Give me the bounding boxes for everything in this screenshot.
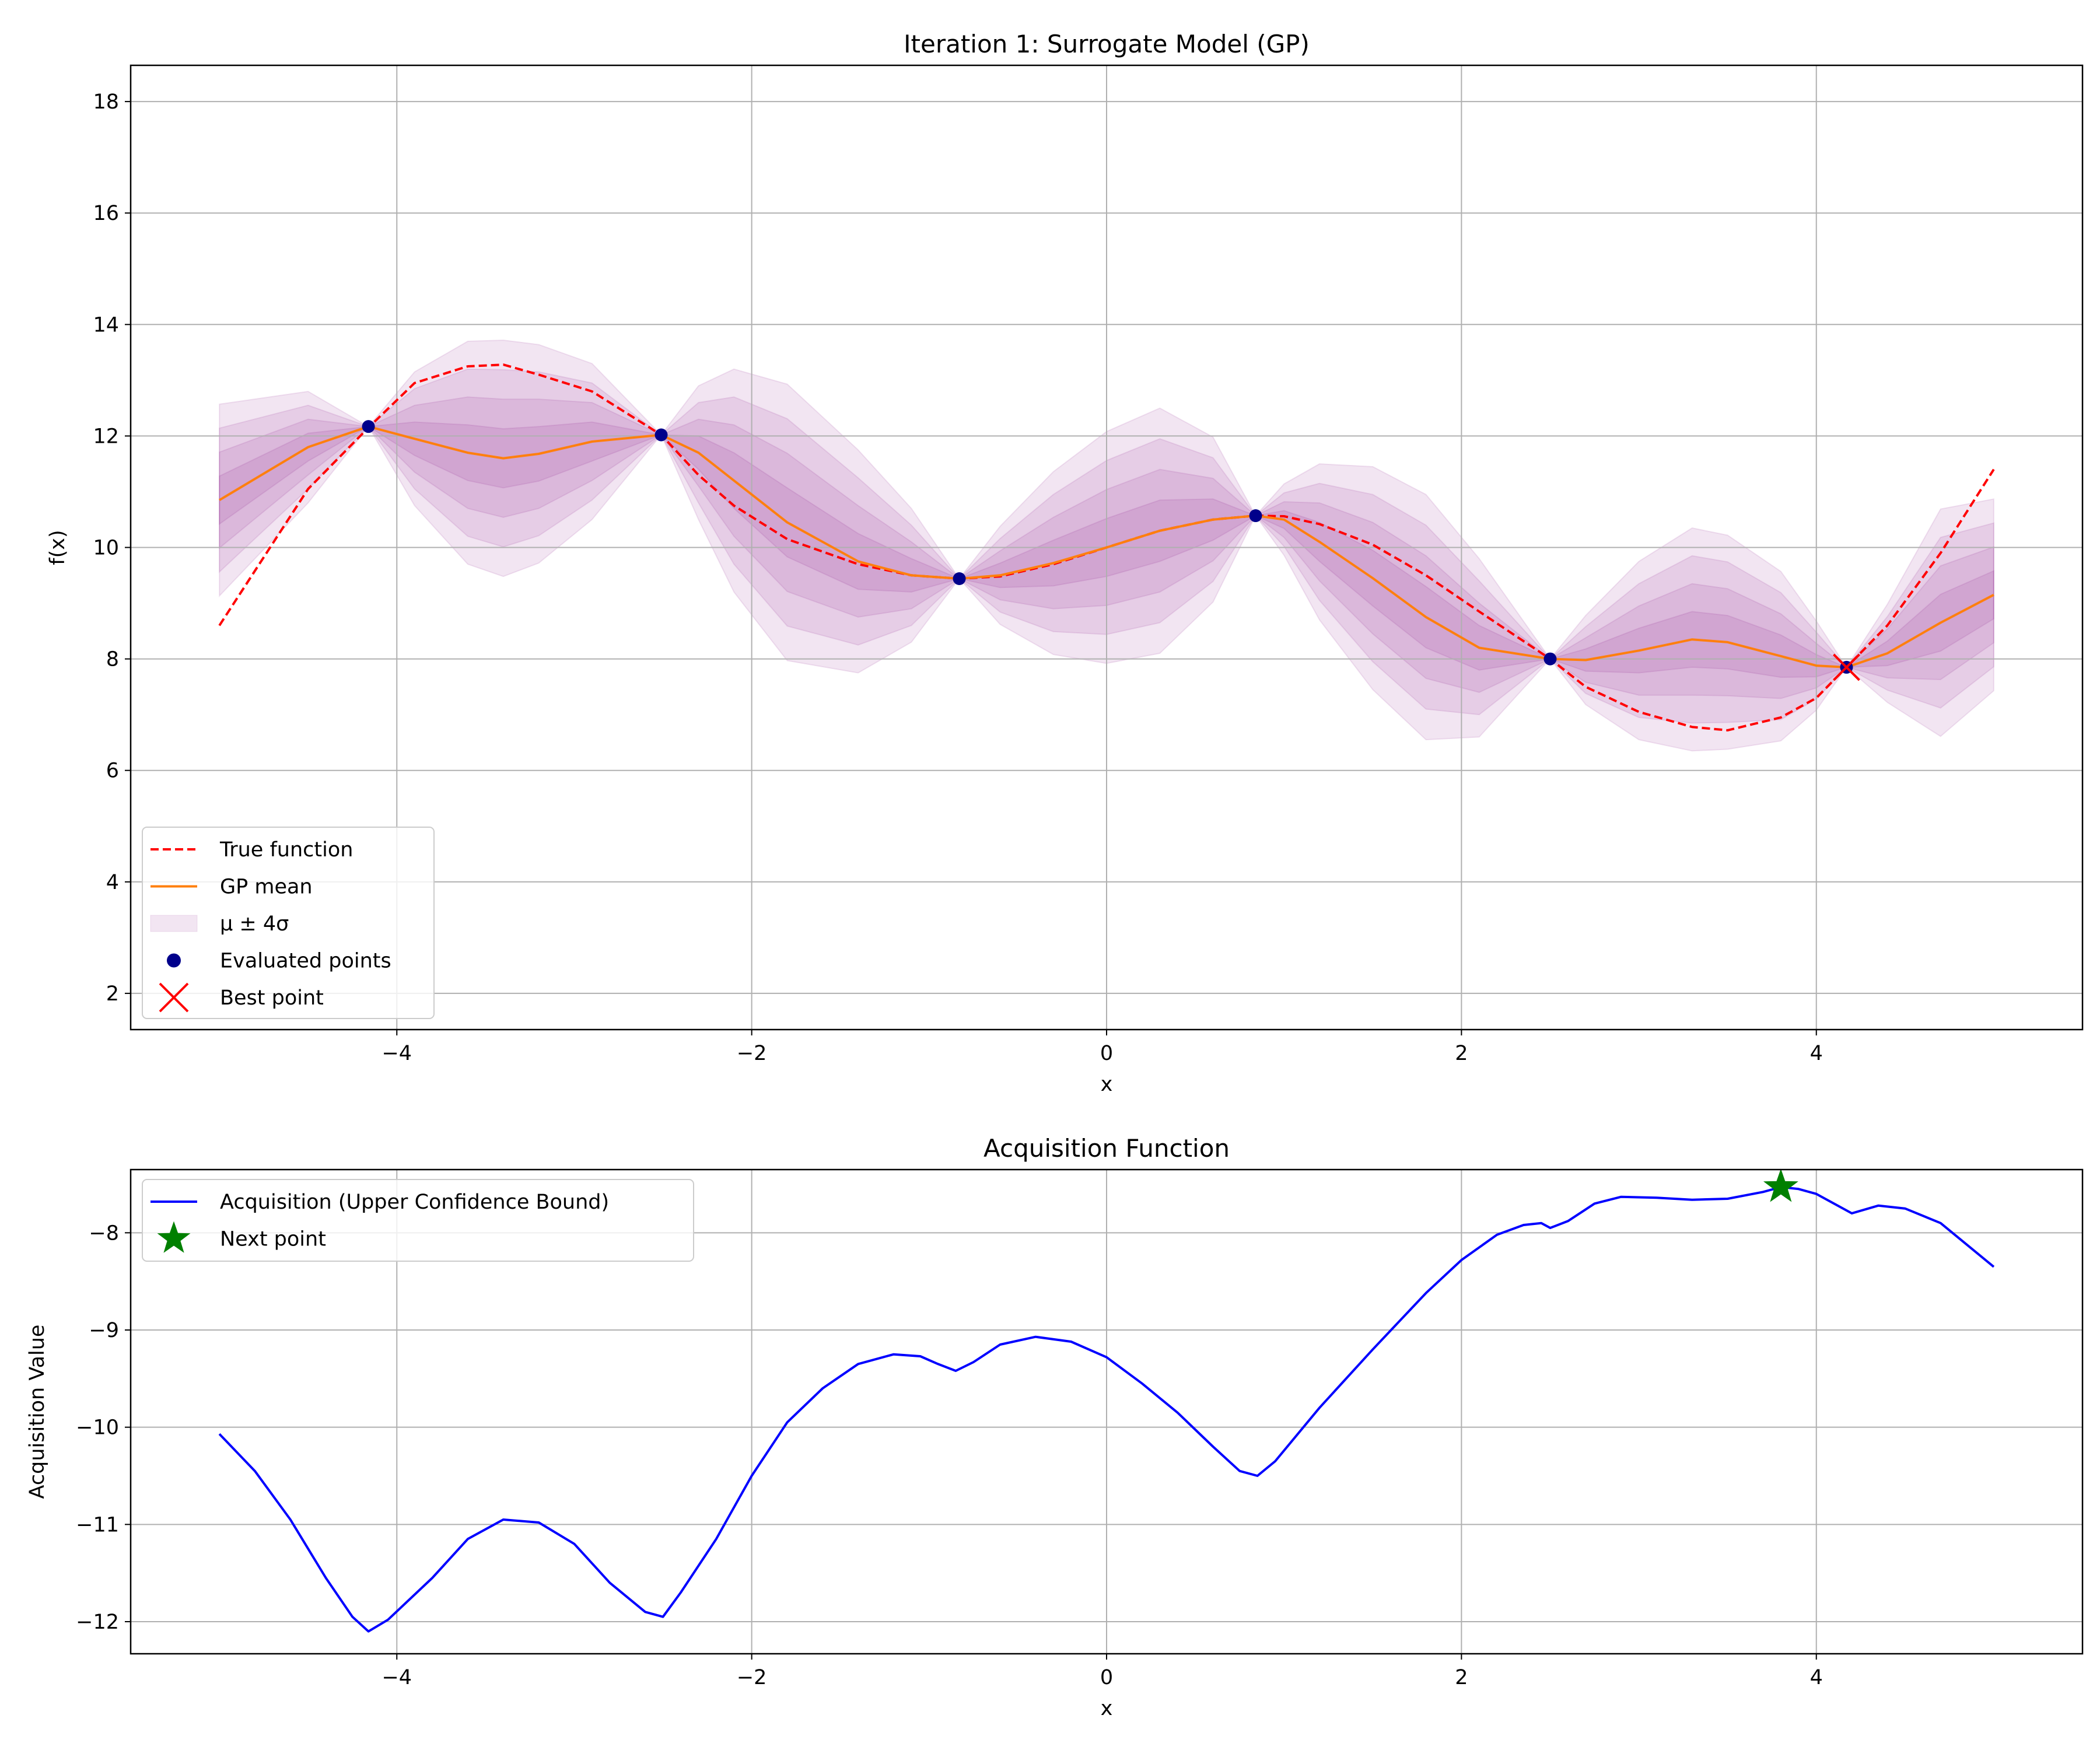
x-tick-label: 2 (1455, 1042, 1468, 1065)
best-point-marker (1833, 653, 1860, 681)
series-line-acquisition-upper-confidence-bound (218, 1186, 1995, 1633)
y-tick-label: 6 (106, 760, 119, 783)
y-tick-label: 18 (93, 90, 119, 114)
y-tick-label: 10 (93, 537, 119, 560)
y-tick-label: 14 (93, 313, 119, 337)
y-axis-label: Acquisition Value (26, 1325, 49, 1499)
legend-label: Best point (220, 986, 324, 1010)
next-point-marker (1763, 1168, 1798, 1202)
x-axis-label: x (1101, 1697, 1113, 1720)
y-tick-label: −9 (89, 1319, 119, 1342)
legend: True function GP mean μ ± 4σ Evaluated poin… (142, 827, 435, 1019)
legend-swatch-uncertainty (150, 915, 198, 932)
y-tick-label: 16 (93, 202, 119, 225)
evaluated-point (362, 420, 375, 433)
y-tick-label: −10 (76, 1416, 119, 1440)
legend-label: Acquisition (Upper Confidence Bound) (220, 1191, 609, 1214)
legend-swatch-best-point (159, 982, 189, 1013)
legend-label: Next point (220, 1228, 326, 1251)
legend-box (142, 827, 435, 1019)
chart-title: Acquisition Function (984, 1134, 1230, 1163)
acquisition-function-panel: −4 −2 0 2 4 −12 −11 −10 −9 −8 Acquisition Function… (26, 1134, 2084, 1720)
y-axis-label: f(x) (46, 530, 69, 565)
x-tick-label: −2 (737, 1666, 767, 1689)
evaluated-point (1249, 509, 1262, 523)
legend-label: Evaluated points (220, 950, 391, 973)
evaluated-point (953, 572, 966, 586)
x-tick-label: 0 (1100, 1666, 1113, 1689)
y-tick-label: −12 (76, 1611, 119, 1634)
y-tick-label: 2 (106, 982, 119, 1006)
x-tick-label: −4 (382, 1042, 412, 1065)
legend-swatch-next-point (157, 1221, 191, 1253)
legend-box (142, 1179, 694, 1262)
evaluated-point (1544, 652, 1557, 666)
legend: Acquisition (Upper Confidence Bound) Next… (142, 1179, 694, 1262)
x-tick-label: 4 (1810, 1666, 1823, 1689)
chart-title: Iteration 1: Surrogate Model (GP) (904, 30, 1310, 58)
legend-label: True function (219, 838, 353, 862)
y-tick-label: 12 (93, 425, 119, 448)
x-axis-label: x (1101, 1073, 1113, 1096)
series-line-gp-mean (219, 425, 1994, 668)
x-tick-label: −2 (737, 1042, 767, 1065)
x-tick-label: 2 (1455, 1666, 1468, 1689)
y-tick-label: −8 (89, 1222, 119, 1245)
y-tick-label: 4 (106, 871, 119, 894)
evaluated-point (654, 428, 668, 442)
x-tick-label: 4 (1810, 1042, 1823, 1065)
legend-swatch-evaluated-points (167, 953, 181, 968)
legend-label: GP mean (220, 876, 313, 899)
legend-label: μ ± 4σ (220, 912, 289, 936)
x-tick-label: −4 (382, 1666, 412, 1689)
y-tick-label: 8 (106, 648, 119, 671)
x-tick-label: 0 (1100, 1042, 1113, 1065)
y-tick-label: −11 (76, 1513, 119, 1536)
surrogate-model-panel: −4 −2 0 2 4 2 4 6 8 10 12 14 16 18 Iteration 1: Surrog… (46, 30, 2084, 1096)
